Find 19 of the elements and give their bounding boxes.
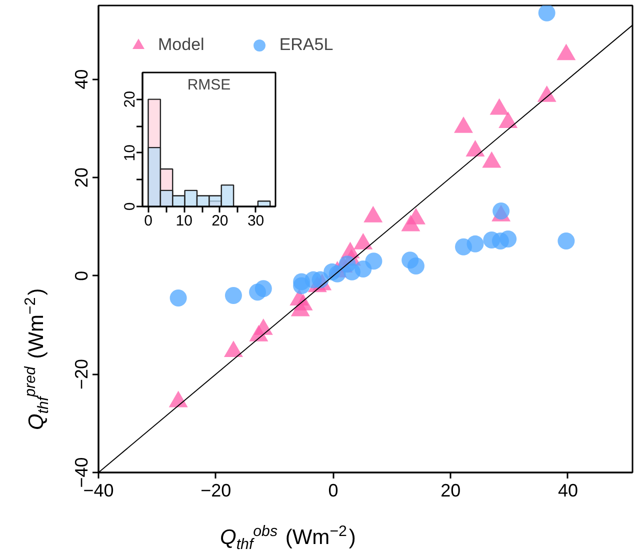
x-tick-label: −20 (200, 480, 232, 500)
y-tick-label: 0 (122, 202, 138, 211)
chart-title: RMSE (187, 76, 231, 94)
y-tick-label: 40 (72, 69, 92, 90)
x-tick-label: 0 (328, 480, 338, 500)
y-tick-label: 20 (72, 168, 92, 188)
y-tick-label: 20 (122, 90, 138, 108)
x-tick-label: 10 (176, 212, 192, 230)
x-tick-label: 30 (247, 212, 264, 230)
x-tick-label: 20 (440, 480, 461, 500)
legend-label: Model (158, 35, 204, 55)
x-tick-label: 20 (212, 212, 228, 230)
y-tick-label: −20 (72, 358, 92, 390)
x-tick-label: 40 (558, 480, 578, 500)
x-axis-title: Q$_{thf}$$^{obs}$ (Wm$^{−2}$) (220, 522, 356, 556)
y-tick-label: 0 (72, 270, 92, 281)
y-tick-label: 10 (122, 144, 138, 162)
legend-label: ERA5L (279, 35, 334, 55)
x-tick-label: 0 (144, 212, 152, 230)
